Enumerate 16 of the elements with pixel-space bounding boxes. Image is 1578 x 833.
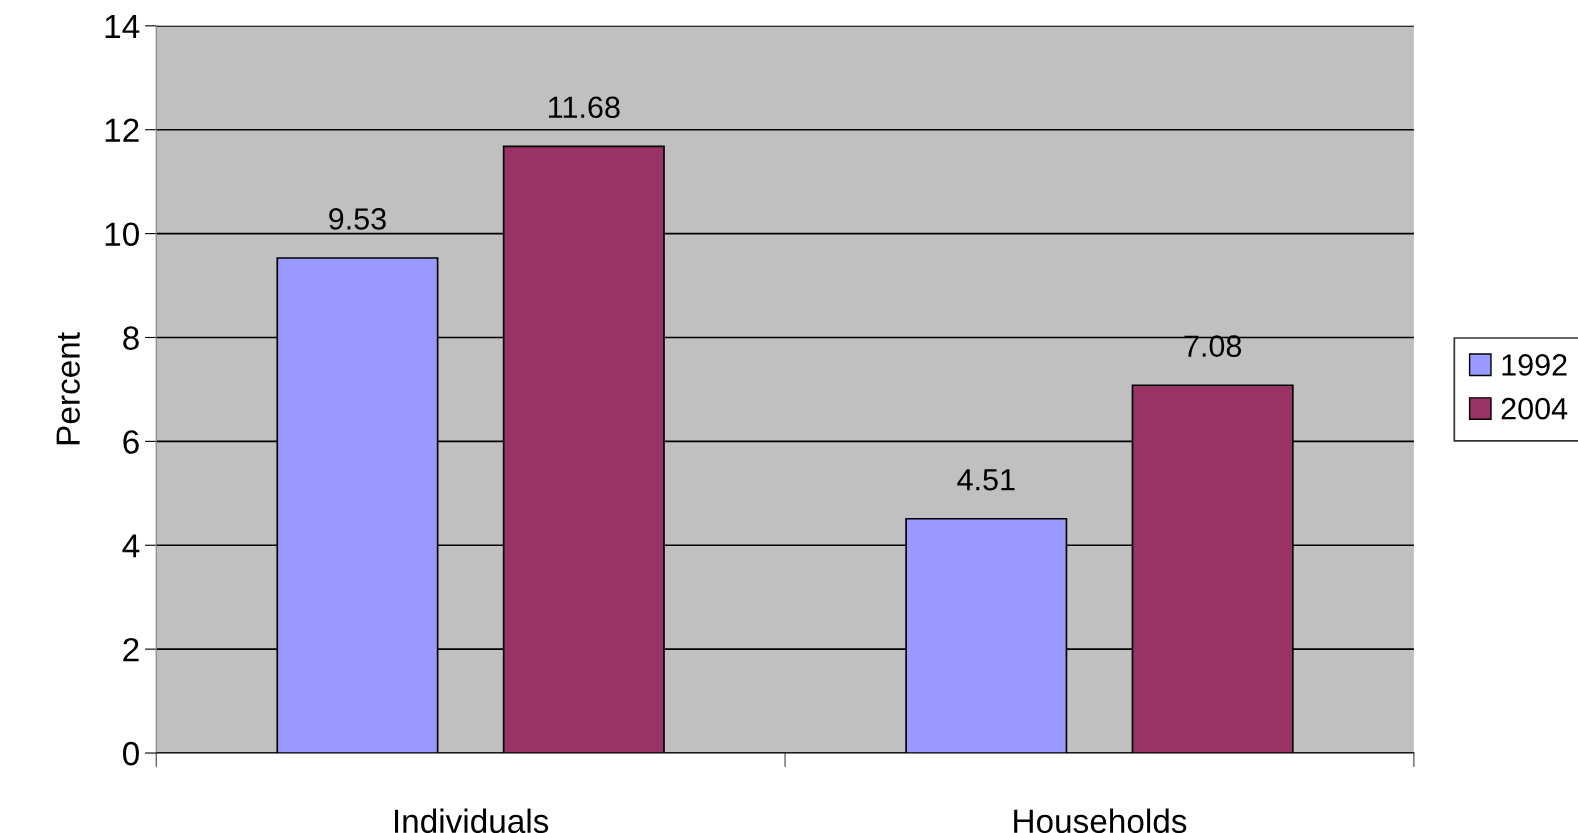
- x-tick-label: Individuals: [394, 808, 549, 833]
- y-tick-label: 12: [105, 118, 139, 142]
- x-tick-label: Households: [1014, 808, 1187, 833]
- legend-label: 2004: [1501, 397, 1568, 420]
- y-tick-label: 2: [123, 637, 139, 662]
- y-tick-label: 8: [123, 326, 139, 350]
- y-tick-label: 14: [105, 14, 140, 38]
- y-tick-label: 6: [123, 430, 139, 454]
- data-label: 11.68: [549, 96, 620, 119]
- y-tick-label: 10: [105, 222, 139, 246]
- y-axis-title: Percent: [56, 332, 80, 445]
- y-tick-label: 4: [122, 534, 140, 558]
- legend-label: 1992: [1502, 354, 1567, 376]
- y-tick-label: 0: [123, 741, 139, 766]
- data-label: 4.51: [957, 469, 1015, 491]
- data-label: 9.53: [329, 208, 386, 230]
